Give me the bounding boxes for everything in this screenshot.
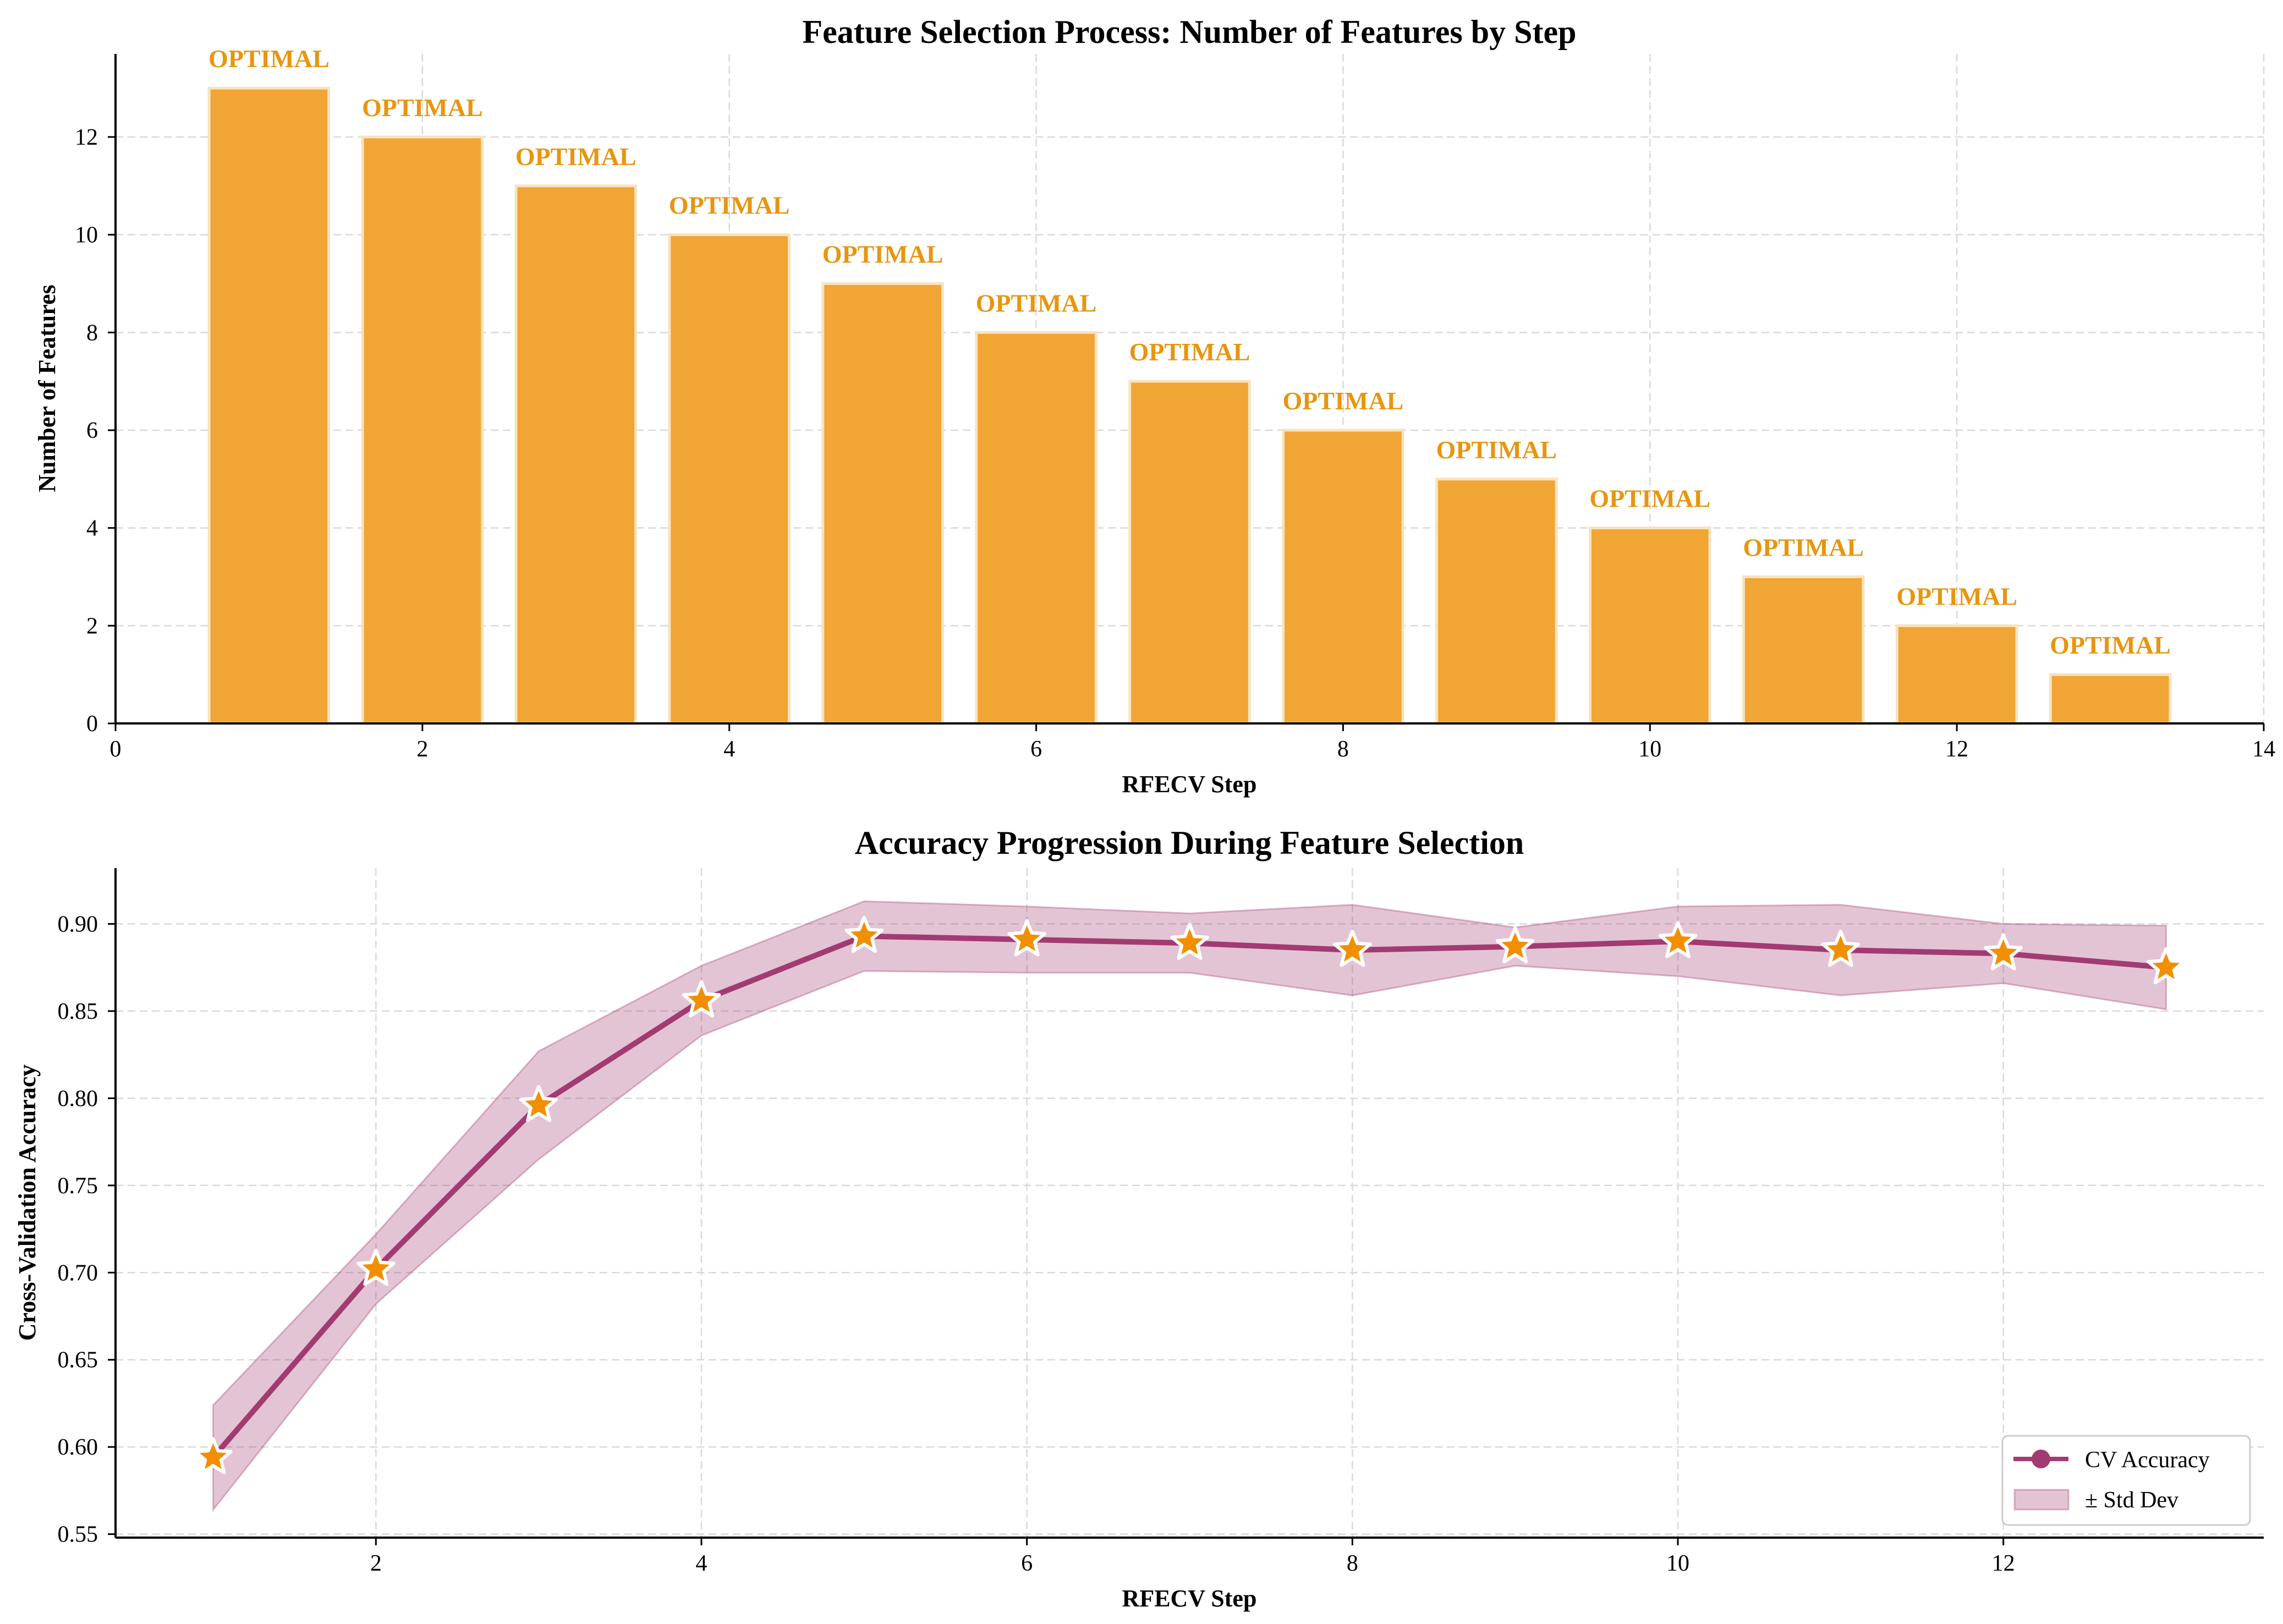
star-marker	[2147, 947, 2186, 985]
x-tick-label: 4	[723, 737, 735, 762]
star-marker	[1007, 919, 1046, 957]
y-tick-label: 0.65	[58, 1348, 98, 1373]
legend-label-cv-accuracy: CV Accuracy	[2085, 1447, 2210, 1473]
y-tick-label: 8	[86, 320, 98, 345]
bar	[975, 331, 1097, 725]
star-marker	[1821, 930, 1861, 967]
star-marker	[1495, 926, 1535, 964]
x-tick-label: 10	[1666, 1551, 1689, 1576]
x-axis-label: RFECV Step	[1122, 771, 1257, 798]
y-tick-label: 12	[75, 125, 98, 150]
point-markers	[194, 915, 2186, 1474]
x-tick-label: 4	[696, 1551, 707, 1576]
legend-band-swatch	[2013, 1489, 2070, 1511]
y-tick-label: 4	[86, 516, 98, 541]
x-tick-label: 2	[416, 737, 428, 762]
bar	[1435, 478, 1558, 725]
bar	[207, 86, 331, 725]
bar	[2049, 673, 2172, 725]
bar-label: OPTIMAL	[1436, 436, 1557, 464]
star-marker	[1333, 930, 1372, 967]
x-axis-ticks: 2 4 6 8 10 12	[370, 1538, 2015, 1576]
x-tick-label: 14	[2252, 737, 2275, 762]
x-tick-label: 12	[1945, 737, 1968, 762]
x-axis-ticks: 0 2 4 6 8 10 12 14	[110, 723, 2275, 762]
bar-labels: OPTIMAL OPTIMAL OPTIMAL OPTIMAL OPTIMAL OPTIM…	[208, 45, 2171, 659]
bar	[1589, 526, 1711, 725]
bar-label: OPTIMAL	[2050, 631, 2171, 659]
star-marker	[1984, 933, 2023, 970]
chart-title: Accuracy Progression During Feature Sele…	[855, 825, 1524, 861]
legend: CV Accuracy ± Std Dev	[2001, 1435, 2251, 1526]
y-tick-label: 2	[86, 613, 98, 639]
bar-label: OPTIMAL	[362, 94, 483, 122]
y-tick-label: 0.55	[58, 1522, 98, 1548]
bar-label: OPTIMAL	[208, 45, 330, 73]
y-axis-ticks: 0 2 4 6 8 10 12	[75, 125, 116, 737]
star-marker	[844, 915, 884, 953]
legend-marker-swatch	[2032, 1450, 2050, 1468]
y-tick-label: 0.75	[58, 1173, 98, 1199]
x-tick-label: 8	[1347, 1551, 1358, 1576]
star-marker	[519, 1085, 558, 1122]
bar-label: OPTIMAL	[1283, 387, 1404, 415]
x-tick-label: 12	[1992, 1551, 2015, 1576]
bar-label: OPTIMAL	[1589, 485, 1710, 513]
bar	[361, 135, 484, 725]
bar-label: OPTIMAL	[976, 289, 1097, 317]
y-axis-ticks: 0.55 0.60 0.65 0.70 0.75 0.80 0.85 0.90	[58, 912, 116, 1548]
star-marker	[1658, 921, 1698, 958]
bar-label: OPTIMAL	[515, 142, 636, 171]
star-marker	[194, 1437, 233, 1474]
y-tick-label: 6	[86, 418, 98, 443]
star-marker	[682, 980, 721, 1018]
y-tick-label: 10	[75, 223, 98, 248]
bar	[1742, 575, 1865, 725]
x-tick-label: 2	[370, 1551, 382, 1576]
bar-label: OPTIMAL	[1129, 338, 1250, 366]
x-tick-label: 8	[1337, 737, 1349, 762]
x-axis-label: RFECV Step	[1122, 1585, 1257, 1612]
y-tick-label: 0.80	[58, 1086, 98, 1111]
bar	[1128, 380, 1251, 725]
y-tick-label: 0.70	[58, 1260, 98, 1286]
accuracy-panel: 2 4 6 8 10 12 0.55 0.60 0.65 0.70 0.75 0.80 0.85 0.9…	[14, 825, 2264, 1612]
y-tick-label: 0	[86, 711, 98, 737]
cv-accuracy-line	[211, 933, 2166, 1460]
y-tick-label: 0.90	[58, 912, 98, 937]
bar	[821, 282, 944, 725]
bar-label: OPTIMAL	[1896, 582, 2017, 610]
grid	[116, 868, 2264, 1538]
star-marker	[356, 1248, 396, 1286]
x-tick-label: 6	[1030, 737, 1042, 762]
bar	[514, 184, 638, 725]
y-tick-label: 0.85	[58, 999, 98, 1024]
bar-label: OPTIMAL	[669, 191, 790, 220]
x-tick-label: 6	[1021, 1551, 1033, 1576]
bar	[1282, 429, 1404, 725]
bars	[207, 86, 2172, 725]
chart-title: Feature Selection Process: Number of Fea…	[803, 14, 1577, 50]
x-tick-label: 0	[110, 737, 122, 762]
bar	[1895, 624, 2018, 725]
feature-count-panel: OPTIMAL OPTIMAL OPTIMAL OPTIMAL OPTIMAL OPTIM…	[34, 14, 2275, 798]
bar	[668, 233, 791, 725]
std-dev-band	[212, 900, 2167, 1512]
legend-label-std-dev: ± Std Dev	[2085, 1488, 2178, 1513]
x-tick-label: 10	[1638, 737, 1661, 762]
bar-label: OPTIMAL	[1743, 534, 1864, 562]
y-tick-label: 0.60	[58, 1435, 98, 1460]
y-axis-label: Number of Features	[34, 284, 61, 492]
bar-label: OPTIMAL	[822, 240, 943, 268]
y-axis-label: Cross-Validation Accuracy	[14, 1065, 41, 1341]
star-marker	[1170, 923, 1209, 960]
